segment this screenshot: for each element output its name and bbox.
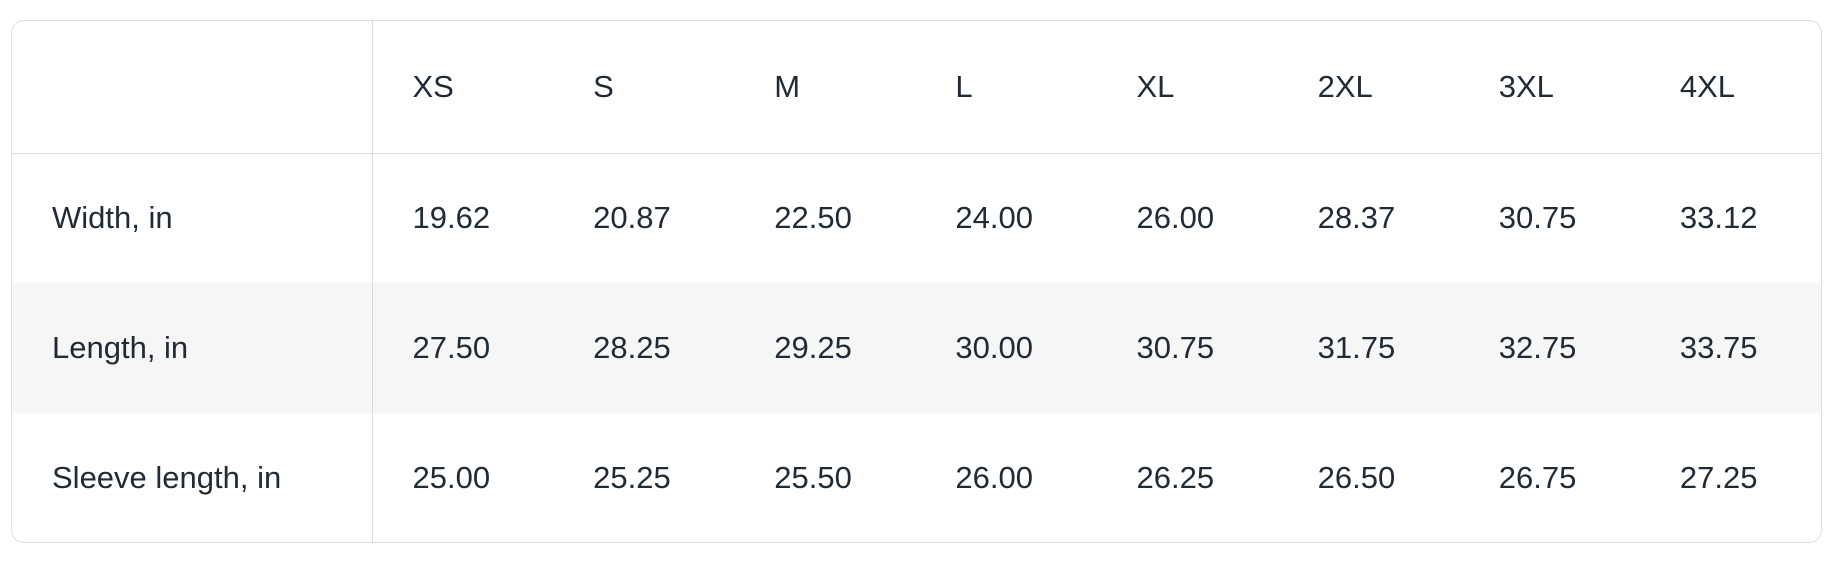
value-cell: 26.00: [1136, 200, 1215, 236]
value-cell: 31.75: [1277, 283, 1459, 413]
value-cell: 26.00: [955, 460, 1033, 495]
size-chart-table: XS S M L XL 2XL 3XL 4XL Width, in 19.62 …: [11, 20, 1822, 543]
value-cell: 30.00: [915, 283, 1097, 413]
column-header-3xl: 3XL: [1458, 21, 1640, 154]
row-label: Sleeve length, in: [12, 413, 373, 542]
row-length: Length, in 27.50 28.25 29.25 30.00 30.75…: [12, 283, 1821, 413]
value-cell: 25.00: [412, 460, 491, 495]
value-cell: 26.25: [1136, 460, 1215, 495]
row-label: Length, in: [12, 283, 373, 413]
row-label: Width, in: [12, 153, 373, 283]
column-header-xl: XL: [1096, 21, 1278, 154]
column-header-s: S: [553, 21, 735, 154]
column-header-l: L: [915, 21, 1097, 154]
row-sleeve-length: Sleeve length, in 25.00 25.25 25.50 26.0…: [12, 413, 1821, 542]
value-cell: 33.12: [1679, 200, 1758, 236]
value-cell: 20.87: [593, 200, 671, 236]
column-header-m: M: [734, 21, 916, 154]
value-cell: 30.75: [1498, 200, 1577, 236]
value-cell: 26.75: [1498, 460, 1577, 495]
value-cell: 32.75: [1458, 283, 1640, 413]
value-cell: 33.75: [1639, 283, 1821, 413]
header-row: XS S M L XL 2XL 3XL 4XL: [12, 21, 1821, 154]
size-chart: XS S M L XL 2XL 3XL 4XL Width, in 19.62 …: [12, 21, 1821, 542]
value-cell: 27.25: [1679, 460, 1758, 495]
column-header-2xl: 2XL: [1277, 21, 1459, 154]
value-cell: 24.00: [955, 200, 1033, 236]
value-cell: 22.50: [774, 200, 852, 236]
value-cell: 28.25: [553, 283, 735, 413]
value-cell: 28.37: [1317, 200, 1396, 236]
value-cell: 30.75: [1096, 283, 1278, 413]
value-cell: 29.25: [734, 283, 916, 413]
column-header-xs: XS: [372, 21, 554, 154]
corner-header-cell: [12, 21, 373, 154]
value-cell: 26.50: [1317, 460, 1396, 495]
row-width: Width, in 19.62 20.87 22.50 24.00 26.00 …: [12, 153, 1821, 283]
value-cell: 19.62: [412, 200, 491, 236]
value-cell: 25.50: [774, 460, 852, 495]
column-header-4xl: 4XL: [1639, 21, 1821, 154]
value-cell: 27.50: [372, 283, 554, 413]
value-cell: 25.25: [593, 460, 671, 495]
